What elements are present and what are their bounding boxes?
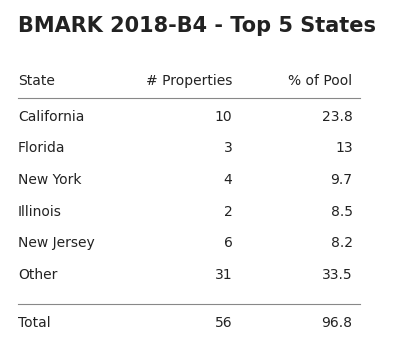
Text: BMARK 2018-B4 - Top 5 States: BMARK 2018-B4 - Top 5 States (18, 16, 376, 36)
Text: State: State (18, 74, 55, 89)
Text: Other: Other (18, 268, 57, 282)
Text: New York: New York (18, 173, 81, 187)
Text: California: California (18, 110, 84, 124)
Text: 23.8: 23.8 (322, 110, 353, 124)
Text: 9.7: 9.7 (331, 173, 353, 187)
Text: % of Pool: % of Pool (289, 74, 353, 89)
Text: 2: 2 (224, 205, 233, 219)
Text: 6: 6 (224, 236, 233, 250)
Text: 33.5: 33.5 (322, 268, 353, 282)
Text: 8.5: 8.5 (331, 205, 353, 219)
Text: 96.8: 96.8 (322, 316, 353, 331)
Text: Florida: Florida (18, 142, 66, 155)
Text: 13: 13 (335, 142, 353, 155)
Text: # Properties: # Properties (146, 74, 233, 89)
Text: Total: Total (18, 316, 50, 331)
Text: 10: 10 (215, 110, 233, 124)
Text: Illinois: Illinois (18, 205, 62, 219)
Text: 56: 56 (215, 316, 233, 331)
Text: 4: 4 (224, 173, 233, 187)
Text: 8.2: 8.2 (331, 236, 353, 250)
Text: New Jersey: New Jersey (18, 236, 94, 250)
Text: 31: 31 (215, 268, 233, 282)
Text: 3: 3 (224, 142, 233, 155)
